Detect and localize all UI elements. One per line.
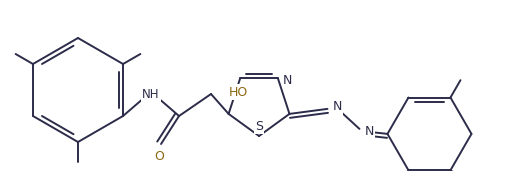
Text: N: N (283, 74, 293, 87)
Text: N: N (365, 125, 374, 138)
Text: N: N (333, 100, 342, 113)
Text: S: S (255, 120, 263, 133)
Text: HO: HO (229, 86, 248, 99)
Text: NH: NH (142, 88, 160, 101)
Text: O: O (154, 149, 164, 162)
